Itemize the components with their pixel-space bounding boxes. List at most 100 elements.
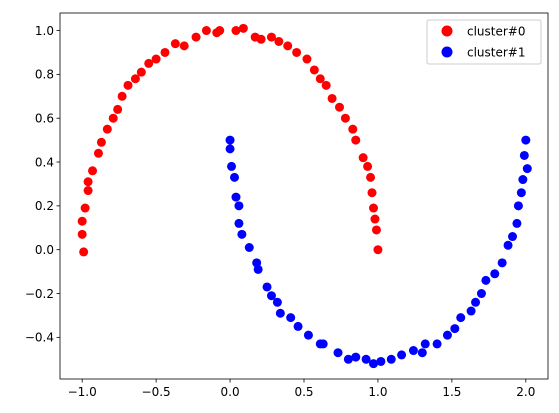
point-cluster-1-5: [234, 201, 244, 211]
point-cluster-0-39: [340, 113, 350, 123]
point-cluster-0-33: [302, 54, 312, 64]
point-cluster-0-18: [160, 47, 170, 57]
y-tick-label: 1.0: [35, 24, 54, 38]
point-cluster-1-36: [471, 297, 481, 307]
point-cluster-0-3: [80, 203, 90, 213]
y-tick-label: −0.2: [25, 287, 54, 301]
point-cluster-1-2: [227, 161, 237, 171]
point-cluster-1-20: [333, 348, 343, 358]
point-cluster-0-6: [88, 166, 98, 176]
y-tick-label: 0.8: [35, 68, 54, 82]
point-cluster-1-21: [343, 354, 353, 364]
point-cluster-0-14: [130, 74, 140, 84]
point-cluster-0-40: [348, 124, 358, 134]
x-tick-label: 2.0: [516, 385, 535, 399]
x-tick-label: 0.0: [221, 385, 240, 399]
point-cluster-1-48: [522, 164, 532, 174]
point-cluster-0-32: [292, 47, 302, 57]
point-cluster-0-43: [363, 161, 373, 171]
x-tick-label: −0.5: [142, 385, 171, 399]
point-cluster-1-46: [518, 175, 528, 185]
point-cluster-0-20: [179, 41, 189, 51]
point-cluster-0-42: [358, 153, 368, 163]
point-cluster-1-13: [272, 297, 282, 307]
point-cluster-0-17: [151, 54, 161, 64]
legend-frame: [426, 19, 542, 65]
data-points: [77, 23, 532, 369]
point-cluster-0-5: [83, 177, 93, 187]
axes: −1.0 −0.5 0.0 0.5 1.0 1.5 2.0 −0.4 −0.2 0.0 0.2 0.4…: [25, 12, 549, 399]
point-cluster-1-47: [519, 150, 529, 160]
y-tick-label: 0.6: [35, 111, 54, 125]
point-cluster-1-42: [508, 232, 518, 242]
point-cluster-0-7: [93, 148, 103, 158]
point-cluster-0-36: [321, 80, 331, 90]
point-cluster-1-45: [516, 188, 526, 198]
point-cluster-1-44: [513, 201, 523, 211]
point-cluster-0-25: [231, 26, 241, 36]
point-cluster-0-11: [113, 104, 123, 114]
point-cluster-1-37: [476, 289, 486, 299]
point-cluster-0-16: [144, 58, 154, 68]
point-cluster-1-40: [497, 258, 507, 268]
point-cluster-1-43: [512, 218, 522, 228]
point-cluster-0-21: [191, 32, 201, 42]
point-cluster-1-23: [361, 354, 371, 364]
point-cluster-0-4: [83, 186, 93, 196]
point-cluster-1-28: [408, 346, 418, 356]
point-cluster-0-12: [117, 91, 127, 101]
legend-marker-cluster-1: [441, 46, 453, 58]
point-cluster-1-31: [432, 339, 442, 349]
point-cluster-1-24: [369, 359, 378, 369]
point-cluster-1-27: [397, 350, 407, 360]
point-cluster-1-15: [286, 313, 296, 323]
point-cluster-0-34: [309, 65, 319, 75]
point-cluster-0-1: [77, 229, 87, 239]
point-cluster-1-16: [293, 321, 303, 331]
legend-marker-cluster-0: [441, 25, 453, 37]
point-cluster-0-9: [102, 124, 112, 134]
point-cluster-0-22: [201, 26, 211, 36]
y-tick-label: −0.4: [25, 331, 54, 345]
point-cluster-0-46: [369, 203, 378, 213]
point-cluster-0-19: [170, 39, 180, 49]
point-cluster-0-38: [334, 102, 344, 112]
point-cluster-0-47: [370, 214, 380, 224]
point-cluster-1-29: [417, 348, 427, 358]
point-cluster-1-11: [262, 282, 272, 292]
x-tick-label: 0.5: [294, 385, 313, 399]
point-cluster-1-38: [481, 275, 491, 285]
x-tick-label: 1.0: [368, 385, 387, 399]
point-cluster-1-25: [376, 356, 386, 366]
point-cluster-1-19: [318, 339, 328, 349]
point-cluster-1-14: [275, 308, 285, 318]
point-cluster-1-33: [450, 324, 460, 334]
point-cluster-0-28: [256, 34, 266, 44]
point-cluster-0-29: [266, 32, 276, 42]
legend-label-cluster-1: cluster#1: [467, 46, 526, 60]
point-cluster-1-49: [521, 135, 531, 145]
point-cluster-0-26: [238, 23, 248, 33]
point-cluster-1-7: [237, 229, 247, 239]
point-cluster-1-34: [456, 313, 466, 323]
point-cluster-0-45: [367, 188, 377, 198]
point-cluster-1-39: [490, 269, 500, 279]
point-cluster-0-31: [283, 41, 293, 51]
point-cluster-1-17: [303, 330, 313, 340]
point-cluster-1-10: [253, 264, 263, 274]
point-cluster-1-1: [225, 144, 235, 154]
y-tick-label: 0.4: [35, 155, 54, 169]
point-cluster-1-4: [231, 192, 241, 202]
point-cluster-0-48: [371, 225, 381, 235]
point-cluster-0-49: [373, 245, 383, 255]
point-cluster-0-15: [136, 67, 146, 77]
point-cluster-1-22: [351, 352, 361, 362]
legend-label-cluster-0: cluster#0: [467, 25, 526, 39]
legend: cluster#0 cluster#1: [426, 19, 542, 65]
point-cluster-0-44: [366, 172, 376, 182]
point-cluster-0-2: [79, 247, 89, 257]
point-cluster-0-13: [123, 80, 133, 90]
y-tick-label: 0.0: [35, 243, 54, 257]
point-cluster-1-3: [230, 172, 239, 182]
